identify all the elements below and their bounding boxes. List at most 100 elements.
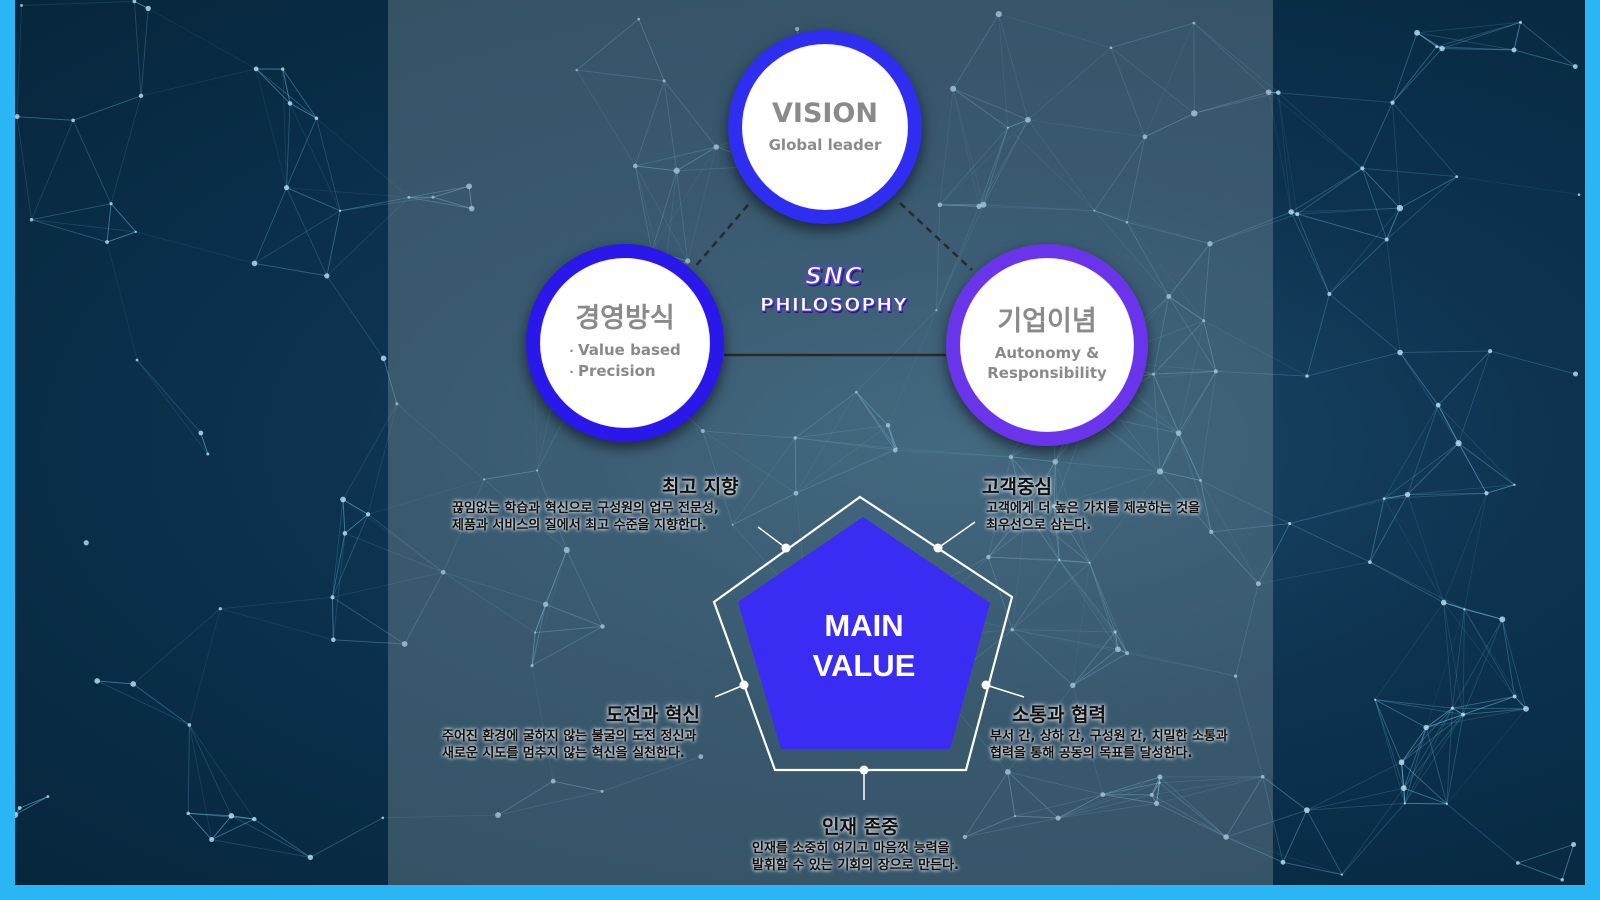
pentagon-outline: [712, 495, 1014, 772]
network-node: [1233, 674, 1238, 678]
network-line: [326, 275, 384, 359]
network-line: [1401, 761, 1448, 805]
network-node: [330, 595, 335, 600]
network-line: [1401, 714, 1464, 763]
philosophy-title: 기업이념: [997, 305, 1097, 337]
network-line: [1200, 480, 1290, 524]
network-node: [563, 546, 570, 554]
network-line: [1225, 836, 1284, 863]
network-line: [998, 13, 1112, 49]
value-desc-right: 부서 간, 상하 간, 구성원 간, 치밀한 소통과 협력을 통해 공동의 목표…: [990, 728, 1228, 762]
network-line: [289, 103, 341, 211]
network-line: [1517, 862, 1563, 881]
network-line: [1463, 493, 1487, 610]
network-line: [1168, 296, 1204, 322]
network-node: [1004, 768, 1011, 775]
network-line: [1277, 92, 1292, 212]
value-desc-line: 부서 간, 상하 간, 구성원 간, 치밀한 소통과: [990, 729, 1228, 744]
network-line: [286, 103, 291, 188]
network-node: [401, 641, 408, 647]
network-line: [998, 14, 1009, 128]
network-node: [1113, 630, 1117, 634]
network-node: [1404, 491, 1411, 498]
network-line: [1057, 782, 1160, 819]
network-line: [1383, 404, 1439, 499]
network-line: [1383, 442, 1459, 499]
network-line: [1400, 350, 1491, 353]
network-node: [632, 163, 638, 169]
network-line: [795, 437, 896, 451]
network-line: [1404, 707, 1453, 804]
network-line: [1401, 707, 1453, 763]
anchor-dot-bottom: [859, 765, 869, 775]
network-line: [939, 127, 1009, 206]
network-node: [1414, 29, 1420, 36]
network-node: [1166, 293, 1172, 299]
network-line: [1297, 207, 1400, 215]
network-node: [1051, 503, 1057, 509]
network-node: [1202, 319, 1206, 323]
network-line: [220, 608, 334, 641]
network-line: [634, 165, 689, 262]
philosophy-label: PHILOSOPHY: [760, 294, 908, 317]
network-line: [952, 88, 1029, 121]
network-line: [187, 813, 212, 840]
network-line: [1486, 484, 1515, 494]
network-node: [1109, 46, 1113, 49]
network-line: [1441, 21, 1521, 49]
network-line: [31, 120, 74, 220]
network-node: [1052, 458, 1059, 465]
network-line: [979, 205, 1095, 212]
value-title-left: 도전과 혁신: [606, 704, 701, 726]
network-node: [228, 813, 235, 819]
network-line: [1277, 92, 1298, 215]
network-node: [218, 607, 222, 611]
network-line: [1014, 815, 1059, 819]
network-line: [255, 68, 288, 188]
network-line: [1383, 498, 1445, 603]
network-node: [283, 185, 290, 191]
network-node: [1327, 292, 1332, 297]
network-line: [383, 358, 398, 405]
network-line: [16, 116, 32, 220]
network-node: [1209, 529, 1214, 535]
network-node: [1057, 558, 1061, 562]
network-line: [1057, 794, 1103, 819]
value-desc-line: 주어진 환경에 굴하지 않는 불굴의 도전 정신과: [442, 729, 697, 744]
network-line: [998, 13, 1029, 120]
network-line: [1426, 696, 1515, 728]
network-node: [935, 309, 938, 312]
network-line: [1012, 629, 1118, 650]
network-line: [1369, 561, 1465, 610]
network-line: [1159, 776, 1263, 784]
network-line: [855, 391, 896, 451]
network-line: [1178, 371, 1217, 434]
network-node: [1255, 581, 1261, 587]
network-line: [1446, 714, 1464, 804]
network-line: [1054, 461, 1060, 561]
network-line: [254, 210, 341, 264]
network-line: [1127, 652, 1236, 677]
network-node: [1305, 374, 1309, 378]
network-node: [1024, 509, 1027, 513]
network-line: [340, 196, 434, 212]
network-line: [939, 119, 1029, 206]
network-line: [1501, 619, 1516, 697]
network-line: [367, 403, 398, 515]
network-node: [1423, 724, 1429, 731]
network-line: [1329, 293, 1401, 353]
network-line: [72, 95, 142, 121]
network-node: [314, 116, 319, 121]
network-node: [1516, 861, 1520, 865]
network-node: [1455, 175, 1459, 178]
network-line: [634, 165, 653, 252]
network-line: [96, 680, 190, 726]
network-line: [140, 68, 257, 97]
network-line: [1058, 559, 1116, 633]
network-node: [1088, 561, 1091, 564]
network-line: [939, 204, 980, 207]
network-node: [976, 203, 982, 210]
network-line: [635, 146, 717, 167]
network-node: [206, 452, 210, 456]
network-line: [483, 479, 568, 551]
